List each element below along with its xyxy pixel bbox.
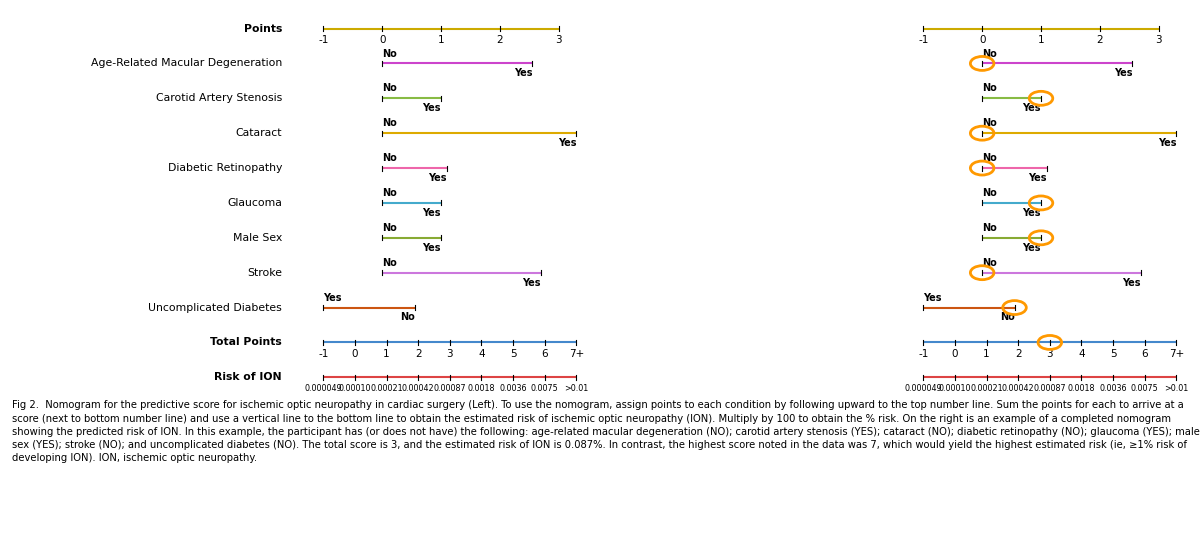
Text: 0.0018: 0.0018 — [1068, 384, 1096, 393]
Text: Yes: Yes — [1158, 138, 1176, 148]
Text: Carotid Artery Stenosis: Carotid Artery Stenosis — [156, 93, 282, 103]
Text: 0.00021: 0.00021 — [971, 384, 1003, 393]
Text: Male Sex: Male Sex — [233, 233, 282, 243]
Text: >0.01: >0.01 — [564, 384, 588, 393]
Text: Fig 2.  Nomogram for the predictive score for ischemic optic neuropathy in cardi: Fig 2. Nomogram for the predictive score… — [12, 400, 1200, 463]
Text: No: No — [382, 118, 397, 128]
Text: -1: -1 — [318, 35, 329, 45]
Text: Yes: Yes — [422, 208, 442, 218]
Text: 1: 1 — [983, 349, 990, 359]
Text: 7+: 7+ — [569, 349, 584, 359]
Text: 0.00087: 0.00087 — [1033, 384, 1066, 393]
Text: No: No — [982, 83, 997, 93]
Text: No: No — [982, 153, 997, 163]
Text: 0.0036: 0.0036 — [1099, 384, 1127, 393]
Text: Yes: Yes — [1028, 173, 1046, 183]
Text: 0: 0 — [352, 349, 358, 359]
Text: 2: 2 — [415, 349, 421, 359]
Text: Stroke: Stroke — [247, 267, 282, 277]
Text: 7+: 7+ — [1169, 349, 1184, 359]
Text: 0.00042: 0.00042 — [402, 384, 434, 393]
Text: 1: 1 — [1038, 35, 1044, 45]
Text: -1: -1 — [918, 349, 929, 359]
Text: 0.00087: 0.00087 — [433, 384, 466, 393]
Text: -1: -1 — [918, 35, 929, 45]
Text: Yes: Yes — [1122, 277, 1141, 287]
Text: No: No — [982, 48, 997, 58]
Text: 2: 2 — [497, 35, 503, 45]
Text: -1: -1 — [318, 349, 329, 359]
Text: 0.00042: 0.00042 — [1002, 384, 1034, 393]
Text: Cataract: Cataract — [235, 128, 282, 138]
Text: No: No — [982, 118, 997, 128]
Text: 1: 1 — [383, 349, 390, 359]
Text: No: No — [982, 258, 997, 268]
Text: 6: 6 — [541, 349, 548, 359]
Text: Points: Points — [244, 23, 282, 33]
Text: 3: 3 — [1046, 349, 1054, 359]
Text: Risk of ION: Risk of ION — [215, 373, 282, 383]
Text: 0.0075: 0.0075 — [530, 384, 558, 393]
Text: Yes: Yes — [1022, 103, 1042, 113]
Text: No: No — [382, 188, 397, 198]
Text: No: No — [382, 153, 397, 163]
Text: 0.0036: 0.0036 — [499, 384, 527, 393]
Text: Yes: Yes — [514, 68, 533, 78]
Text: 5: 5 — [1110, 349, 1116, 359]
Text: Yes: Yes — [923, 292, 942, 302]
Text: 0.000049: 0.000049 — [905, 384, 942, 393]
Text: 6: 6 — [1141, 349, 1148, 359]
Text: Yes: Yes — [1022, 208, 1042, 218]
Text: No: No — [982, 223, 997, 233]
Text: >0.01: >0.01 — [1164, 384, 1188, 393]
Text: 2: 2 — [1015, 349, 1021, 359]
Text: 0: 0 — [379, 35, 385, 45]
Text: Total Points: Total Points — [210, 337, 282, 348]
Text: No: No — [982, 188, 997, 198]
Text: 0.0075: 0.0075 — [1130, 384, 1158, 393]
Text: Yes: Yes — [1114, 68, 1133, 78]
Text: 0: 0 — [952, 349, 958, 359]
Text: 0.00021: 0.00021 — [371, 384, 403, 393]
Text: 4: 4 — [1078, 349, 1085, 359]
Text: 5: 5 — [510, 349, 516, 359]
Text: No: No — [382, 223, 397, 233]
Text: Diabetic Retinopathy: Diabetic Retinopathy — [168, 163, 282, 173]
Text: No: No — [382, 83, 397, 93]
Text: Yes: Yes — [422, 103, 442, 113]
Text: Glaucoma: Glaucoma — [227, 198, 282, 208]
Text: 3: 3 — [556, 35, 562, 45]
Text: 3: 3 — [446, 349, 454, 359]
Text: No: No — [382, 48, 397, 58]
Text: 0: 0 — [979, 35, 985, 45]
Text: 0.0018: 0.0018 — [468, 384, 496, 393]
Text: Yes: Yes — [1022, 243, 1042, 252]
Text: 4: 4 — [478, 349, 485, 359]
Text: Yes: Yes — [428, 173, 446, 183]
Text: 3: 3 — [1156, 35, 1162, 45]
Text: 1: 1 — [438, 35, 444, 45]
Text: Yes: Yes — [323, 292, 342, 302]
Text: Yes: Yes — [558, 138, 576, 148]
Text: Age-Related Macular Degeneration: Age-Related Macular Degeneration — [91, 58, 282, 68]
Text: Uncomplicated Diabetes: Uncomplicated Diabetes — [149, 302, 282, 312]
Text: 0.00010: 0.00010 — [938, 384, 971, 393]
Text: No: No — [1000, 312, 1014, 322]
Text: Yes: Yes — [522, 277, 541, 287]
Text: No: No — [400, 312, 414, 322]
Text: 2: 2 — [1097, 35, 1103, 45]
Text: No: No — [382, 258, 397, 268]
Text: 0.00010: 0.00010 — [338, 384, 371, 393]
Text: Yes: Yes — [422, 243, 442, 252]
Text: 0.000049: 0.000049 — [305, 384, 342, 393]
